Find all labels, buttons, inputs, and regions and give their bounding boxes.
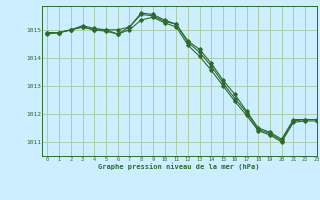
X-axis label: Graphe pression niveau de la mer (hPa): Graphe pression niveau de la mer (hPa) [99, 163, 260, 170]
